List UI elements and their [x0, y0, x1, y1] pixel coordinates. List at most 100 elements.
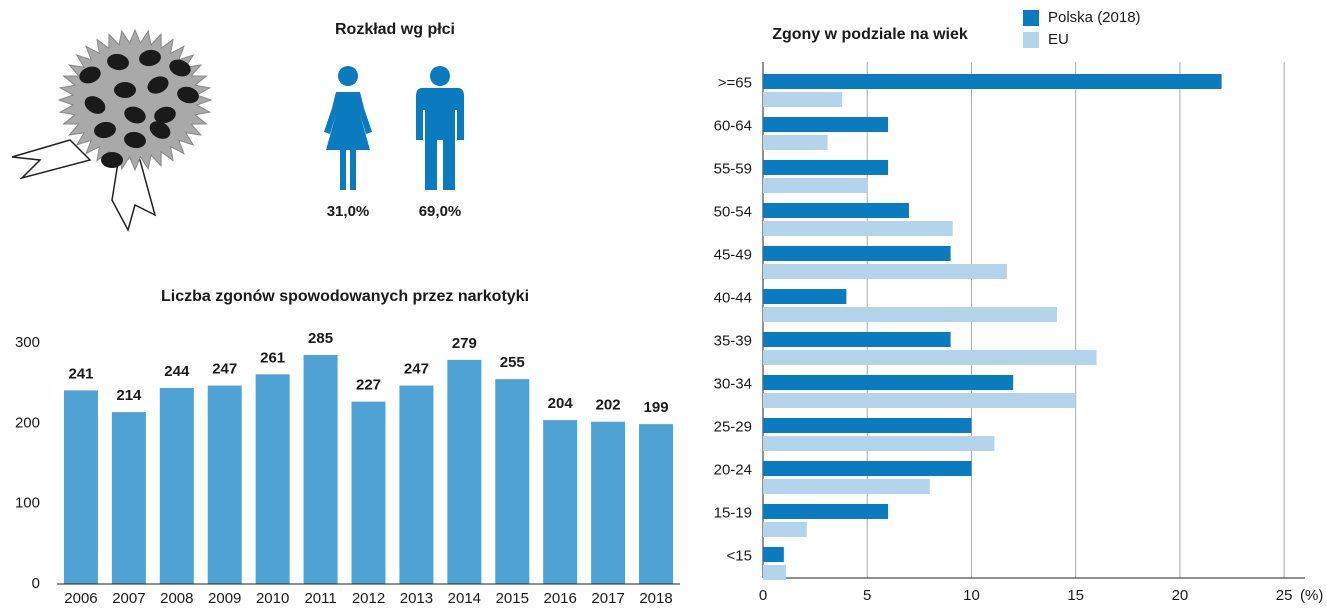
y-tick-label: 30-34: [714, 375, 752, 392]
value-label: 247: [212, 361, 237, 378]
y-tick-label: 40-44: [714, 289, 752, 306]
x-tick-label: 20: [1172, 587, 1189, 604]
x-tick-label: 2013: [400, 590, 433, 607]
bar: [763, 504, 888, 519]
bar: [763, 522, 807, 537]
bar: [763, 289, 846, 304]
x-tick-label: 2018: [639, 590, 672, 607]
bar: [763, 547, 784, 562]
value-label: 247: [404, 361, 429, 378]
value-label: 244: [164, 363, 190, 380]
bar: [763, 375, 1013, 390]
legend-label: EU: [1048, 31, 1069, 48]
bar: [763, 160, 888, 175]
bar: [160, 388, 194, 584]
bar: [256, 374, 290, 584]
bar: [112, 412, 146, 584]
x-tick-label: 5: [863, 587, 871, 604]
seed: [114, 82, 136, 98]
bar: [763, 264, 1007, 279]
seed: [101, 152, 123, 168]
decoration: [12, 30, 211, 230]
bar: [763, 479, 930, 494]
bar: [399, 386, 433, 584]
chart-title: Liczba zgonów spowodowanych przez narkot…: [161, 288, 529, 305]
value-label: 69,0%: [419, 203, 462, 220]
x-tick-label: 2008: [160, 590, 193, 607]
bar: [763, 221, 953, 236]
y-tick-label: 200: [15, 414, 40, 431]
x-tick-label: 2006: [64, 590, 97, 607]
body: [324, 92, 372, 190]
value-label: 261: [260, 349, 285, 366]
value-label: 204: [548, 395, 574, 412]
bar: [543, 420, 577, 584]
legend-swatch: [1023, 32, 1039, 48]
value-label: 199: [644, 399, 669, 416]
value-label: 214: [116, 387, 142, 404]
bar: [763, 178, 867, 193]
x-tick-label: 2010: [256, 590, 289, 607]
y-tick-label: 50-54: [714, 203, 752, 220]
x-tick-label: 10: [963, 587, 980, 604]
bar: [763, 565, 786, 580]
y-tick-label: 0: [32, 575, 40, 592]
chart-title: Rozkład wg płci: [335, 21, 455, 38]
bar: [763, 350, 1097, 365]
x-tick-label: 2016: [544, 590, 577, 607]
y-tick-label: 20-24: [714, 461, 752, 478]
bar: [763, 117, 888, 132]
value-label: 31,0%: [327, 203, 370, 220]
y-tick-label: 300: [15, 334, 40, 351]
x-axis-label: (%): [1300, 587, 1323, 604]
bar: [763, 436, 994, 451]
value-label: 227: [356, 377, 381, 394]
bar: [763, 92, 842, 107]
body: [416, 88, 464, 190]
x-tick-label: 25: [1276, 587, 1293, 604]
person-icon: [324, 66, 372, 190]
bar: [763, 393, 1076, 408]
y-tick-label: 25-29: [714, 418, 752, 435]
x-tick-label: 2012: [352, 590, 385, 607]
bar: [495, 379, 529, 584]
bar: [763, 418, 971, 433]
head: [430, 66, 450, 86]
bar: [763, 203, 909, 218]
person-icon: [416, 66, 464, 190]
y-tick-label: >=65: [718, 74, 752, 91]
value-label: 202: [596, 397, 621, 414]
bar: [763, 461, 971, 476]
bar: [763, 332, 951, 347]
bar: [763, 246, 951, 261]
bar: [763, 307, 1057, 322]
chart-title: Zgony w podziale na wiek: [772, 26, 968, 43]
value-label: 279: [452, 335, 477, 352]
x-tick-label: 2007: [112, 590, 145, 607]
bar: [208, 386, 242, 584]
bar: [447, 360, 481, 584]
bar: [64, 390, 98, 584]
y-tick-label: 15-19: [714, 504, 752, 521]
y-tick-label: 35-39: [714, 332, 752, 349]
value-label: 285: [308, 330, 333, 347]
x-tick-label: 0: [759, 587, 767, 604]
bar: [304, 355, 338, 584]
bar: [352, 402, 386, 584]
legend-swatch: [1023, 10, 1039, 26]
y-tick-label: 100: [15, 495, 40, 512]
infographic: Rozkład wg płci 31,0% 69,0% Liczba zgonów s…: [0, 0, 1327, 608]
bar: [763, 74, 1222, 89]
bar: [591, 422, 625, 584]
x-tick-label: 2009: [208, 590, 241, 607]
bar: [763, 135, 828, 150]
bar: [639, 424, 673, 584]
head: [338, 66, 358, 86]
y-tick-label: 45-49: [714, 246, 752, 263]
y-tick-label: 55-59: [714, 160, 752, 177]
ribbon: [12, 140, 90, 178]
value-label: 241: [68, 365, 93, 382]
x-tick-label: 2017: [591, 590, 624, 607]
x-tick-label: 15: [1067, 587, 1084, 604]
legend-label: Polska (2018): [1048, 9, 1141, 26]
